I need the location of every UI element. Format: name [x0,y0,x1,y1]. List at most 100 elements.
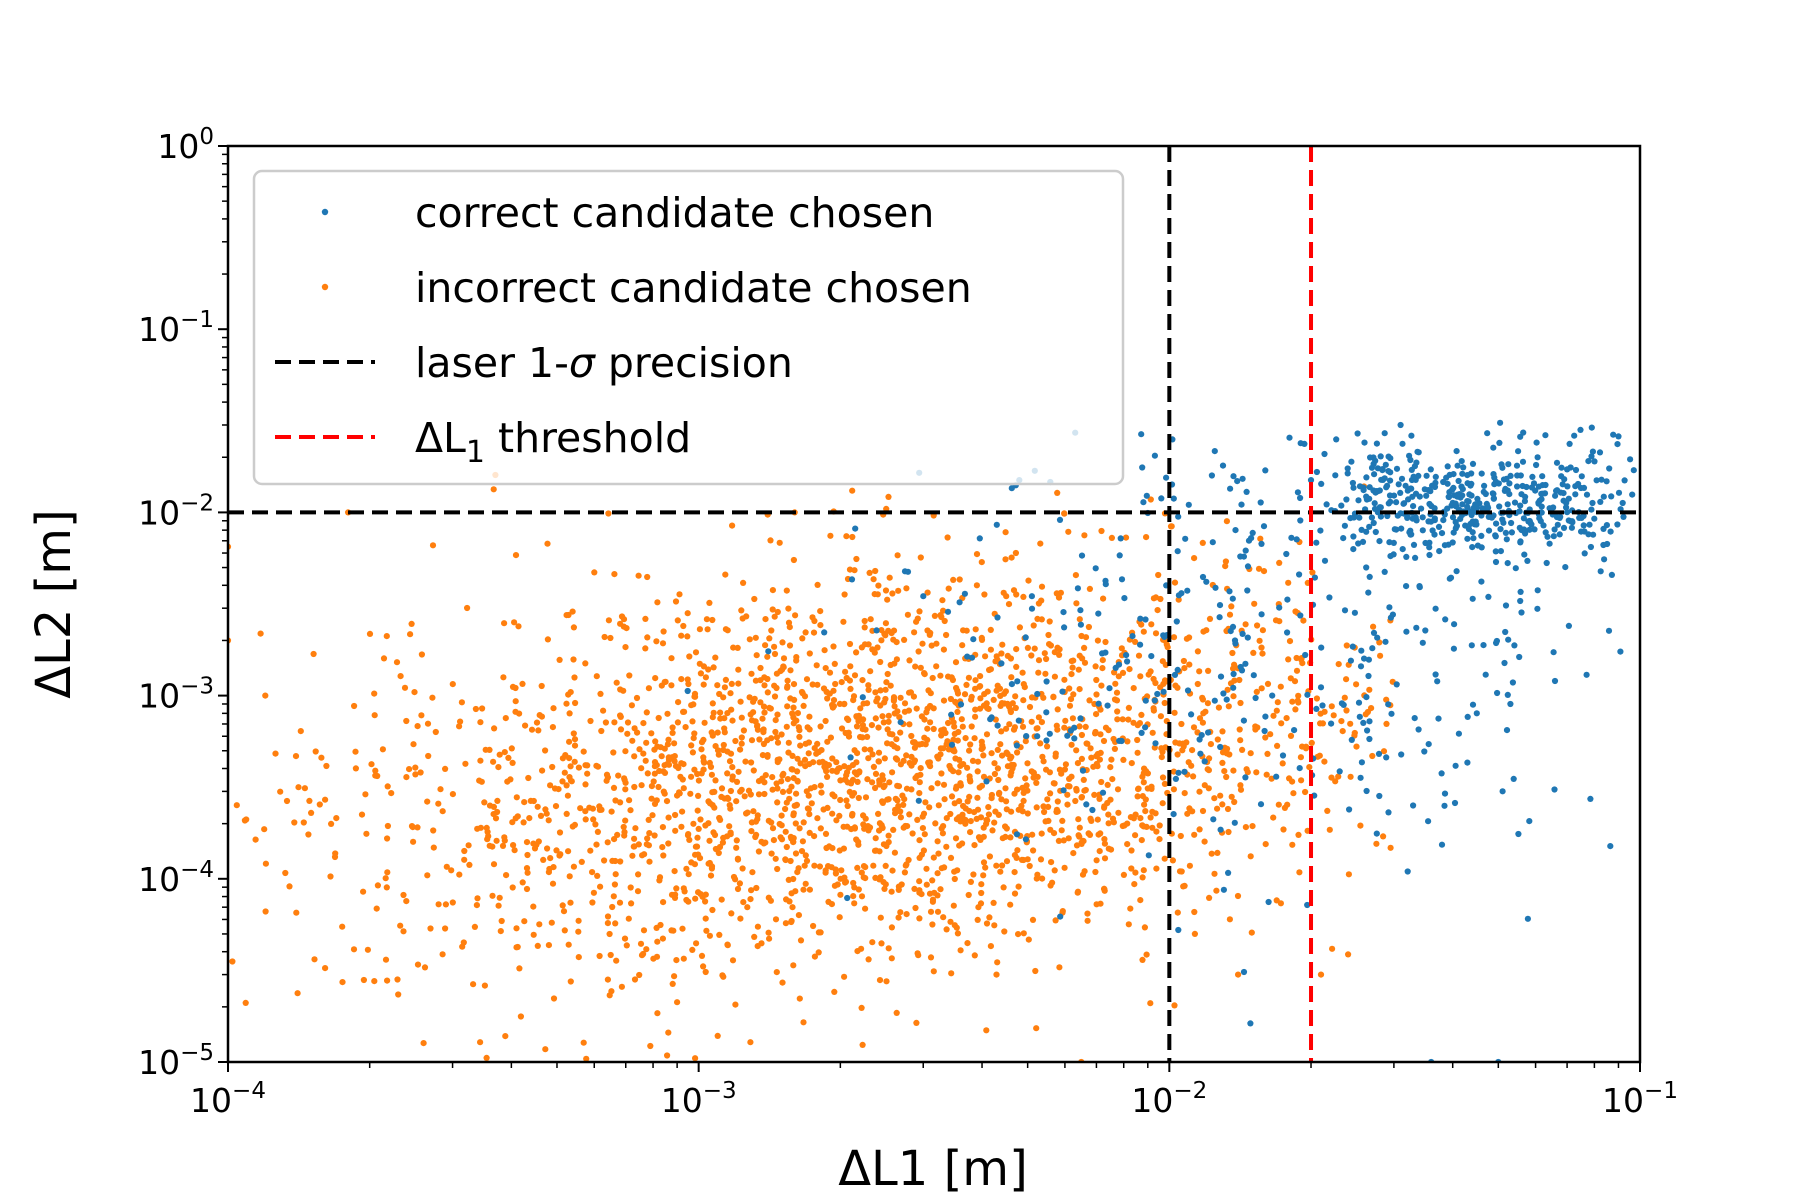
point-incorrect [1094,816,1101,823]
point-correct [1474,495,1481,502]
y-tick-label-3-base: 10 [138,493,180,532]
point-incorrect [612,797,619,804]
point-incorrect [383,884,390,891]
point-incorrect [1098,682,1105,689]
point-incorrect [486,842,493,849]
point-correct [1425,818,1432,825]
point-incorrect [1251,600,1258,607]
point-correct [765,648,772,655]
point-incorrect [685,680,692,688]
point-incorrect [869,779,876,786]
point-correct [1395,481,1402,488]
point-correct [1043,737,1050,744]
point-incorrect [1020,789,1027,797]
point-incorrect [1183,635,1190,642]
point-incorrect [1074,760,1081,767]
point-incorrect [769,774,776,781]
point-correct [1509,679,1516,686]
point-incorrect [733,798,740,805]
point-correct [1490,495,1497,502]
point-incorrect [660,899,667,906]
point-incorrect [544,636,552,643]
point-incorrect [782,805,789,813]
point-incorrect [1064,801,1071,808]
point-correct [1015,717,1022,724]
point-incorrect [1260,568,1268,575]
point-incorrect [1020,697,1027,704]
point-incorrect [1178,720,1185,728]
point-incorrect [977,695,984,702]
point-incorrect [929,921,936,928]
point-incorrect [997,702,1004,710]
point-incorrect [1253,688,1260,696]
point-correct [1506,480,1513,487]
point-incorrect [1159,658,1166,665]
point-incorrect [1157,684,1164,691]
point-correct [1621,477,1628,484]
point-incorrect [937,672,944,679]
point-correct [1614,441,1621,448]
point-incorrect [644,835,651,842]
point-incorrect [1035,714,1042,721]
point-incorrect [888,924,896,931]
point-incorrect [689,946,696,954]
point-correct [1273,773,1280,780]
point-incorrect [490,803,497,811]
point-correct [1356,713,1363,720]
point-incorrect [917,664,924,671]
point-correct [1416,584,1423,591]
point-correct [1095,610,1102,617]
point-correct [1203,578,1210,585]
point-correct [1508,529,1515,536]
point-correct [1413,624,1420,631]
point-incorrect [771,613,778,620]
point-incorrect [1043,655,1050,663]
point-incorrect [421,964,429,971]
point-incorrect [648,783,656,790]
point-incorrect [750,808,757,815]
point-correct [1551,677,1559,685]
x-tick-label-2-base: 10 [1131,1081,1173,1120]
point-incorrect [804,805,812,812]
point-incorrect [1157,713,1164,720]
point-incorrect [858,893,866,900]
point-incorrect [933,663,940,670]
point-incorrect [790,720,797,727]
point-correct [1403,628,1410,635]
point-correct [1480,642,1487,649]
point-correct [1407,531,1414,538]
point-correct [1077,715,1084,722]
point-incorrect [1335,661,1342,668]
point-incorrect [442,925,449,932]
point-correct [1307,477,1315,484]
point-incorrect [678,760,685,767]
point-incorrect [891,703,898,710]
point-incorrect [1376,639,1383,646]
point-incorrect [744,809,751,816]
point-correct [1398,525,1405,532]
point-incorrect [388,790,395,797]
point-correct [1527,519,1534,527]
point-incorrect [840,618,847,625]
point-incorrect [1029,916,1037,924]
point-incorrect [964,940,971,947]
point-incorrect [1190,724,1198,731]
point-incorrect [678,823,685,830]
point-incorrect [973,551,981,558]
point-correct [1451,621,1458,628]
point-incorrect [948,970,955,977]
point-correct [948,741,956,748]
point-incorrect [1031,645,1038,652]
point-incorrect [1119,669,1127,677]
point-correct [1350,533,1357,540]
point-incorrect [477,757,484,764]
point-incorrect [861,641,869,648]
point-incorrect [951,868,958,875]
point-correct [1383,484,1390,491]
point-correct [1239,630,1246,638]
point-correct [1577,426,1584,433]
point-incorrect [684,633,691,640]
point-incorrect [685,871,692,878]
point-incorrect [1007,901,1014,908]
legend-label-threshold-main: ΔL [415,414,466,462]
